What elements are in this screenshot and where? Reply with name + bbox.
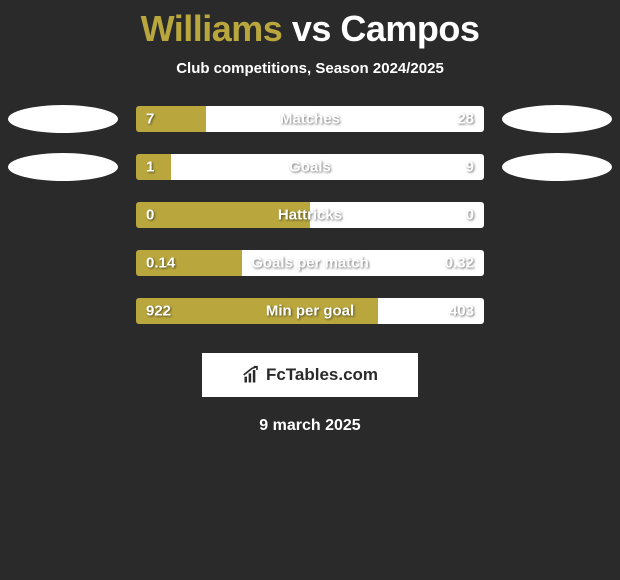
stat-value-left: 0 xyxy=(146,207,154,224)
stat-value-left: 1 xyxy=(146,159,154,176)
avatar-right xyxy=(502,153,612,181)
stat-value-left: 922 xyxy=(146,303,171,320)
stat-bar: 1 9 Goals xyxy=(136,154,484,180)
comparison-container: Williams vs Campos Club competitions, Se… xyxy=(0,0,620,435)
stat-value-right: 28 xyxy=(457,111,474,128)
title-player2: Campos xyxy=(340,8,479,49)
stat-bar: 0.14 0.32 Goals per match xyxy=(136,250,484,276)
stat-value-left: 7 xyxy=(146,111,154,128)
stat-row: 1 9 Goals xyxy=(0,153,620,181)
stat-value-right: 9 xyxy=(466,159,474,176)
stat-value-right: 0.32 xyxy=(445,255,474,272)
avatar-right xyxy=(502,105,612,133)
stat-label: Hattricks xyxy=(278,207,342,224)
avatar-spacer xyxy=(8,201,118,229)
stat-bar: 0 0 Hattricks xyxy=(136,202,484,228)
stat-label: Min per goal xyxy=(266,303,354,320)
avatar-left xyxy=(8,105,118,133)
chart-icon xyxy=(242,365,262,385)
page-title: Williams vs Campos xyxy=(141,8,480,50)
stat-row: 7 28 Matches xyxy=(0,105,620,133)
stat-label: Goals xyxy=(289,159,331,176)
stat-label: Goals per match xyxy=(251,255,369,272)
avatar-spacer xyxy=(502,249,612,277)
stat-value-right: 403 xyxy=(449,303,474,320)
date-label: 9 march 2025 xyxy=(259,417,360,435)
stat-label: Matches xyxy=(280,111,340,128)
avatar-spacer xyxy=(502,297,612,325)
brand-text: FcTables.com xyxy=(266,365,378,385)
stats-rows: 7 28 Matches 1 9 Goals 0 0 Hattricks 0.14 0.32 Goal… xyxy=(0,105,620,325)
stat-value-right: 0 xyxy=(466,207,474,224)
title-vs: vs xyxy=(292,8,331,49)
stat-bar: 7 28 Matches xyxy=(136,106,484,132)
bar-fill-right xyxy=(206,106,484,132)
avatar-spacer xyxy=(8,297,118,325)
stat-row: 0 0 Hattricks xyxy=(0,201,620,229)
title-player1: Williams xyxy=(141,8,283,49)
brand-badge: FcTables.com xyxy=(202,353,418,397)
avatar-spacer xyxy=(502,201,612,229)
stat-bar: 922 403 Min per goal xyxy=(136,298,484,324)
stat-row: 0.14 0.32 Goals per match xyxy=(0,249,620,277)
avatar-spacer xyxy=(8,249,118,277)
stat-value-left: 0.14 xyxy=(146,255,175,272)
subtitle: Club competitions, Season 2024/2025 xyxy=(176,60,444,77)
stat-row: 922 403 Min per goal xyxy=(0,297,620,325)
avatar-left xyxy=(8,153,118,181)
